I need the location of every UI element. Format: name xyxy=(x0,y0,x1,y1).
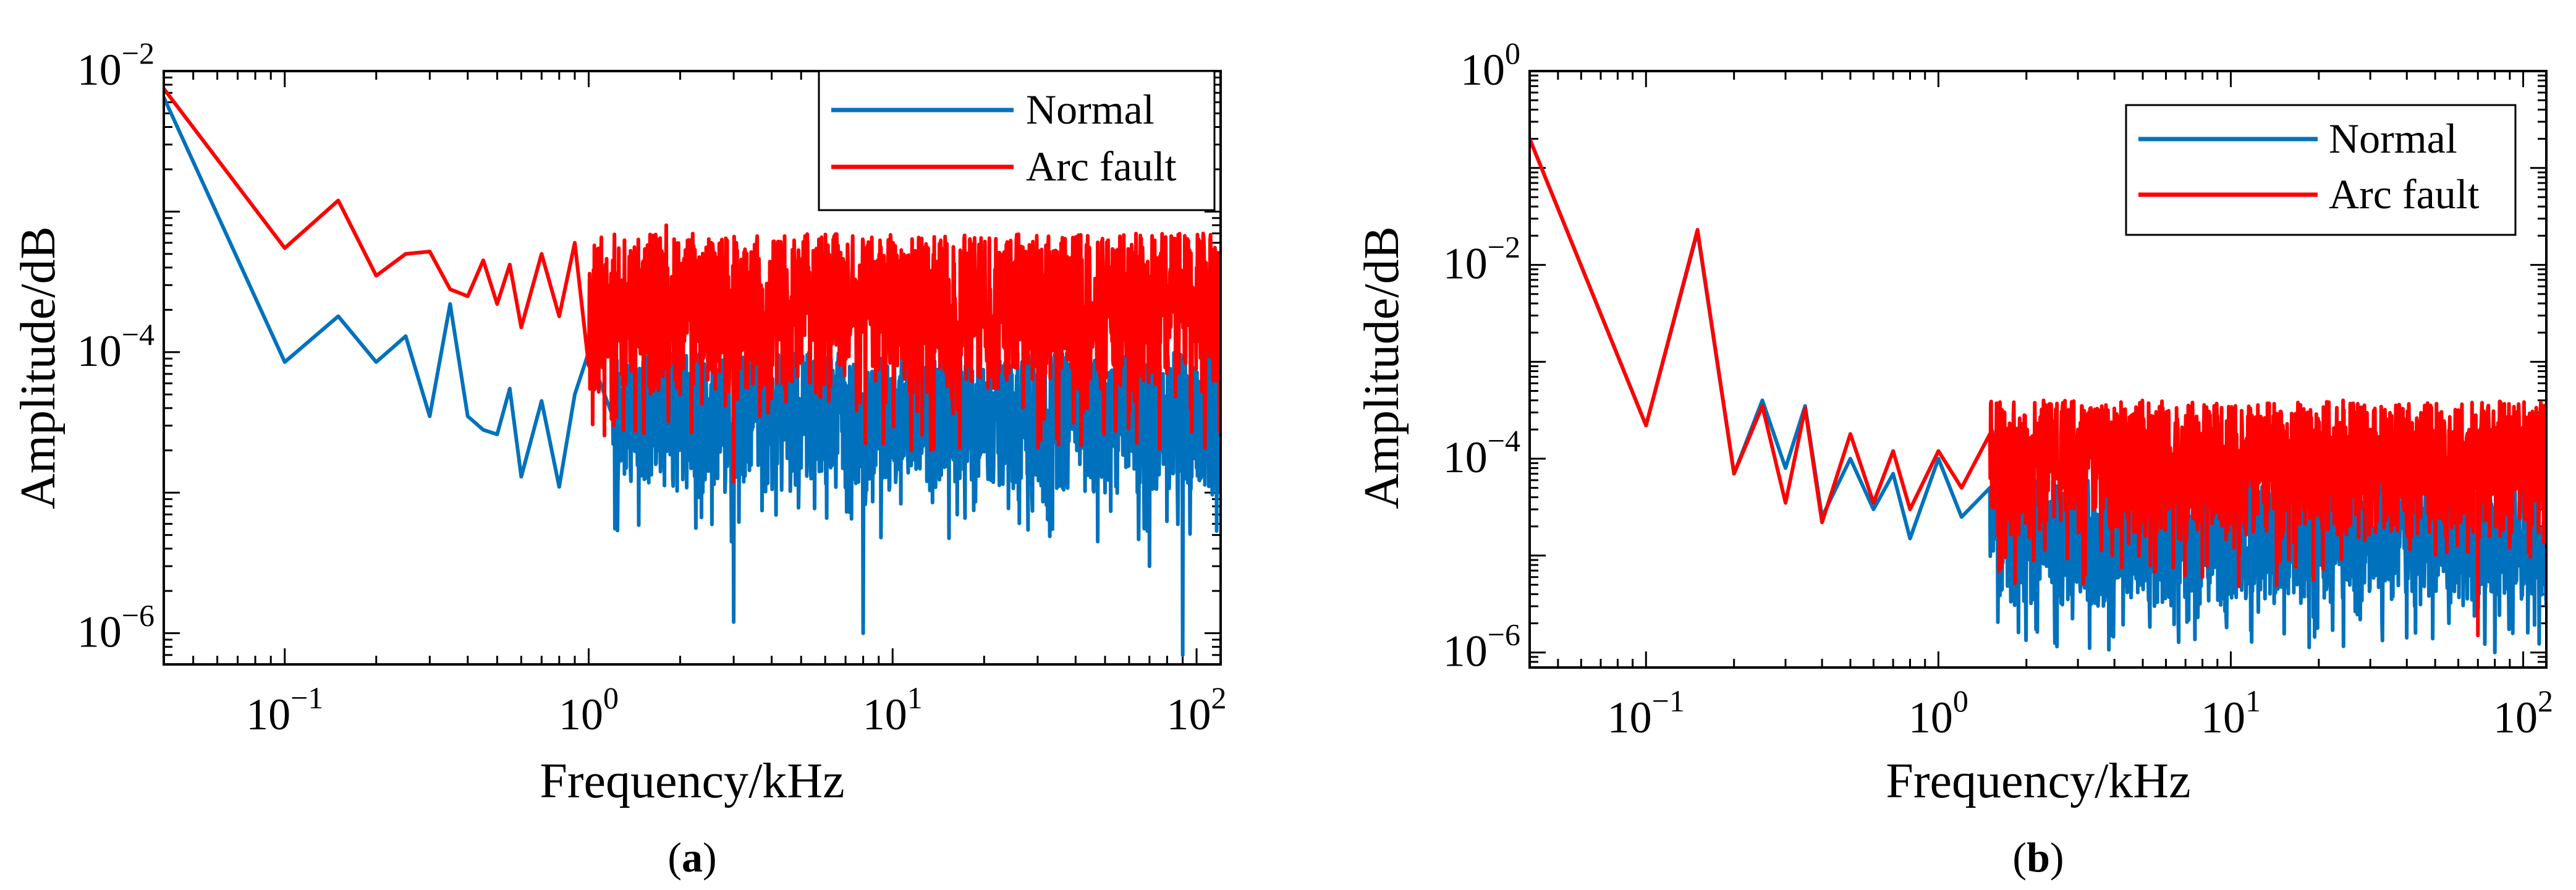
panel-a-caption: (a) xyxy=(667,834,716,881)
x-tick-label: 102 xyxy=(2493,684,2553,742)
legend-b: Normal Arc fault xyxy=(2125,104,2517,236)
x-tick-label: 10−1 xyxy=(246,680,323,739)
x-tick-label: 100 xyxy=(1909,684,1968,742)
series-line-arc-fault xyxy=(1530,138,2546,638)
legend-a: Normal Arc fault xyxy=(818,70,1216,211)
legend-label-b-normal: Normal xyxy=(2329,115,2457,162)
axes-frame-b xyxy=(1528,70,2548,669)
y-tick-labels-a: 10−6 10−4 10−2 xyxy=(77,36,155,657)
y-tick-label: 10−6 xyxy=(1443,617,1520,676)
series-line-arc-fault xyxy=(164,87,1221,484)
legend-label-a-arc: Arc fault xyxy=(1026,143,1177,190)
x-tick-label: 102 xyxy=(1167,680,1227,739)
panel-b-caption: (b) xyxy=(2012,834,2064,881)
legend-label-a-normal: Normal xyxy=(1026,86,1155,133)
x-tick-label: 10−1 xyxy=(1608,684,1685,742)
y-tick-label: 100 xyxy=(1460,36,1520,95)
axes-frame-a xyxy=(163,70,1222,666)
x-axis-label-b: Frequency/kHz xyxy=(1886,754,2190,808)
y-axis-label-a: Amplitude/dB xyxy=(11,226,66,509)
x-tick-labels-b: 10−1 100 101 102 xyxy=(1608,684,2553,742)
panel-b-caption-letter: b xyxy=(2027,834,2050,881)
series-group-b xyxy=(1530,138,2546,655)
x-tick-label: 100 xyxy=(559,680,619,739)
y-tick-label: 10−2 xyxy=(1443,230,1520,289)
y-tick-labels-b: 10−6 10−4 10−2 100 xyxy=(1443,36,1520,676)
y-tick-label: 10−2 xyxy=(77,36,155,95)
y-axis-label-b: Amplitude/dB xyxy=(1355,226,1409,509)
x-tick-labels-a: 10−1 100 101 102 xyxy=(246,680,1226,739)
y-tick-label: 10−6 xyxy=(77,598,155,657)
legend-label-b-arc: Arc fault xyxy=(2329,171,2480,218)
y-tick-label: 10−4 xyxy=(1443,423,1520,482)
chart-panel-a: 10−1 100 101 102 10−6 10−4 10−2 Frequency/kHz… xyxy=(11,36,1227,881)
x-tick-label: 101 xyxy=(2201,684,2261,742)
panel-a-caption-letter: a xyxy=(682,834,703,881)
y-tick-label: 10−4 xyxy=(77,317,155,376)
legend-box-a xyxy=(818,70,1216,211)
x-tick-label: 101 xyxy=(863,680,923,739)
legend-box-b xyxy=(2125,104,2517,236)
x-axis-label-a: Frequency/kHz xyxy=(540,754,844,808)
series-group-a xyxy=(164,87,1221,657)
chart-panel-b: 10−1 100 101 102 10−6 10−4 10−2 100 Frequency/… xyxy=(1355,36,2553,881)
